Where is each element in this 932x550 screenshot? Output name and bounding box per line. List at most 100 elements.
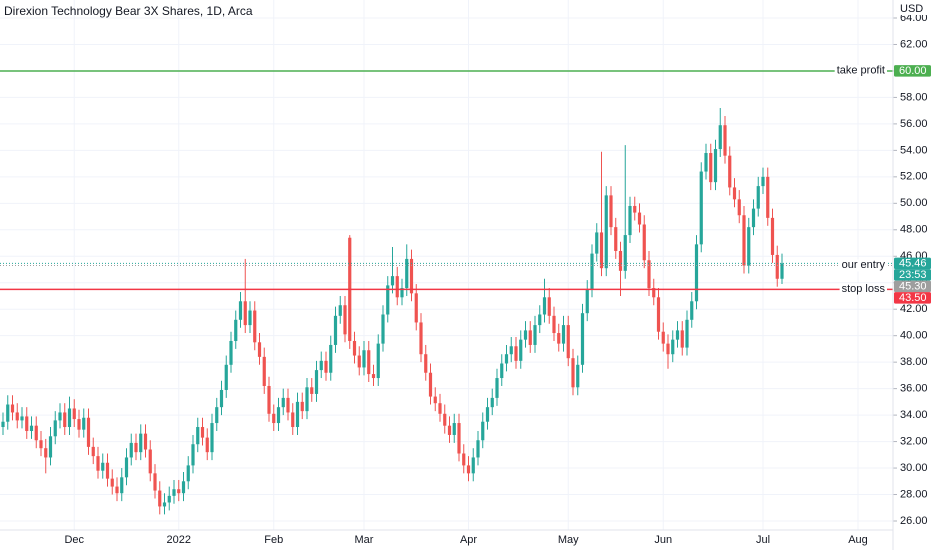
candle-body (53, 420, 57, 437)
candle-body (167, 495, 171, 503)
candle-body (291, 412, 295, 428)
candle-body (751, 208, 756, 228)
y-tick-label: 50.00 (900, 197, 928, 209)
candle-body (25, 416, 29, 431)
y-tick-label: 30.00 (900, 462, 928, 474)
level-label-bg (839, 283, 887, 296)
candle-body (267, 385, 271, 414)
candle-body (376, 343, 380, 379)
candle-body (552, 315, 556, 334)
candle-body (576, 364, 580, 388)
candle-body (333, 315, 338, 345)
candle-body (371, 374, 376, 379)
candle-body (305, 387, 309, 412)
x-tick-label: Jul (756, 534, 770, 546)
level-label-bg (839, 259, 887, 272)
candle-body (704, 153, 708, 172)
candle-body (6, 404, 10, 422)
level-label-bg (834, 64, 887, 77)
candle-body (110, 478, 114, 487)
candle-body (424, 354, 428, 373)
candle-body (428, 372, 433, 397)
candle-body (295, 401, 300, 428)
y-tick-label: 52.00 (900, 171, 928, 183)
candle-body (148, 449, 152, 474)
candle-body (338, 305, 342, 316)
candle-body (381, 314, 385, 344)
candle-body (262, 356, 266, 386)
candle-body (566, 325, 570, 359)
candle-body (675, 330, 680, 340)
level-tag-bg (894, 292, 931, 304)
candle-body (29, 425, 34, 431)
candle-body (732, 187, 737, 200)
candle-body (390, 276, 395, 286)
candle-body (319, 360, 323, 371)
candle-body (490, 397, 494, 408)
candle-body (238, 301, 243, 320)
x-tick-label: Dec (64, 534, 84, 546)
candle-body (628, 205, 632, 236)
candle-body (656, 297, 661, 332)
countdown-tag-bg (894, 269, 931, 281)
x-tick-label: Jun (654, 534, 672, 546)
countdown-tag: 23:53 (899, 269, 927, 281)
candle-body (352, 340, 357, 356)
x-tick-label: Apr (460, 534, 477, 546)
candle-body (766, 176, 770, 218)
candle-body (519, 339, 523, 361)
candle-body (747, 227, 751, 266)
candles (1, 108, 784, 515)
candle-body (48, 436, 53, 458)
candle-body (661, 331, 665, 344)
level-tag: 43.50 (899, 292, 927, 304)
candle-body (414, 293, 418, 323)
candle-body (172, 489, 176, 496)
candle-body (633, 205, 637, 213)
y-tick-label: 34.00 (900, 409, 928, 421)
candle-body (96, 456, 100, 471)
candle-body (528, 330, 532, 345)
candle-body (329, 344, 333, 373)
candle-body (671, 339, 675, 355)
candle-body (181, 481, 186, 494)
candle-body (286, 397, 290, 413)
candle-body (91, 446, 95, 457)
candle-body (775, 254, 779, 279)
candle-body (386, 285, 390, 315)
candle-body (143, 433, 148, 450)
candle-body (666, 343, 670, 355)
candle-body (618, 250, 623, 271)
candle-body (599, 232, 604, 269)
candle-body (63, 412, 67, 428)
candle-body (39, 440, 43, 449)
candle-body (243, 301, 247, 326)
levels: take profit our entry stop loss (0, 64, 893, 296)
candle-body (405, 258, 409, 289)
candle-body (367, 350, 371, 375)
y-tick-label: 42.00 (900, 303, 928, 315)
candle-body (196, 427, 200, 445)
level-label: take profit (837, 64, 885, 76)
candle-body (443, 413, 447, 426)
y-tick-label: 54.00 (900, 144, 928, 156)
candle-body (129, 442, 133, 458)
y-tick-label: 28.00 (900, 488, 928, 500)
candle-body (153, 473, 157, 491)
x-tick-label: Feb (264, 534, 283, 546)
level-tag-bg (894, 280, 931, 293)
candle-body (571, 358, 575, 388)
candle-body (134, 442, 138, 453)
candle-body (685, 319, 689, 348)
candle-body (310, 387, 314, 394)
y-tick-label: 62.00 (900, 38, 928, 50)
candle-body (742, 215, 746, 266)
candle-body (694, 244, 699, 302)
candle-body (780, 263, 784, 279)
level-label: our entry (842, 259, 886, 271)
candle-body (452, 423, 456, 435)
candle-body (186, 465, 190, 482)
y-tick-label: 26.00 (900, 515, 928, 527)
candle-body (504, 354, 509, 364)
